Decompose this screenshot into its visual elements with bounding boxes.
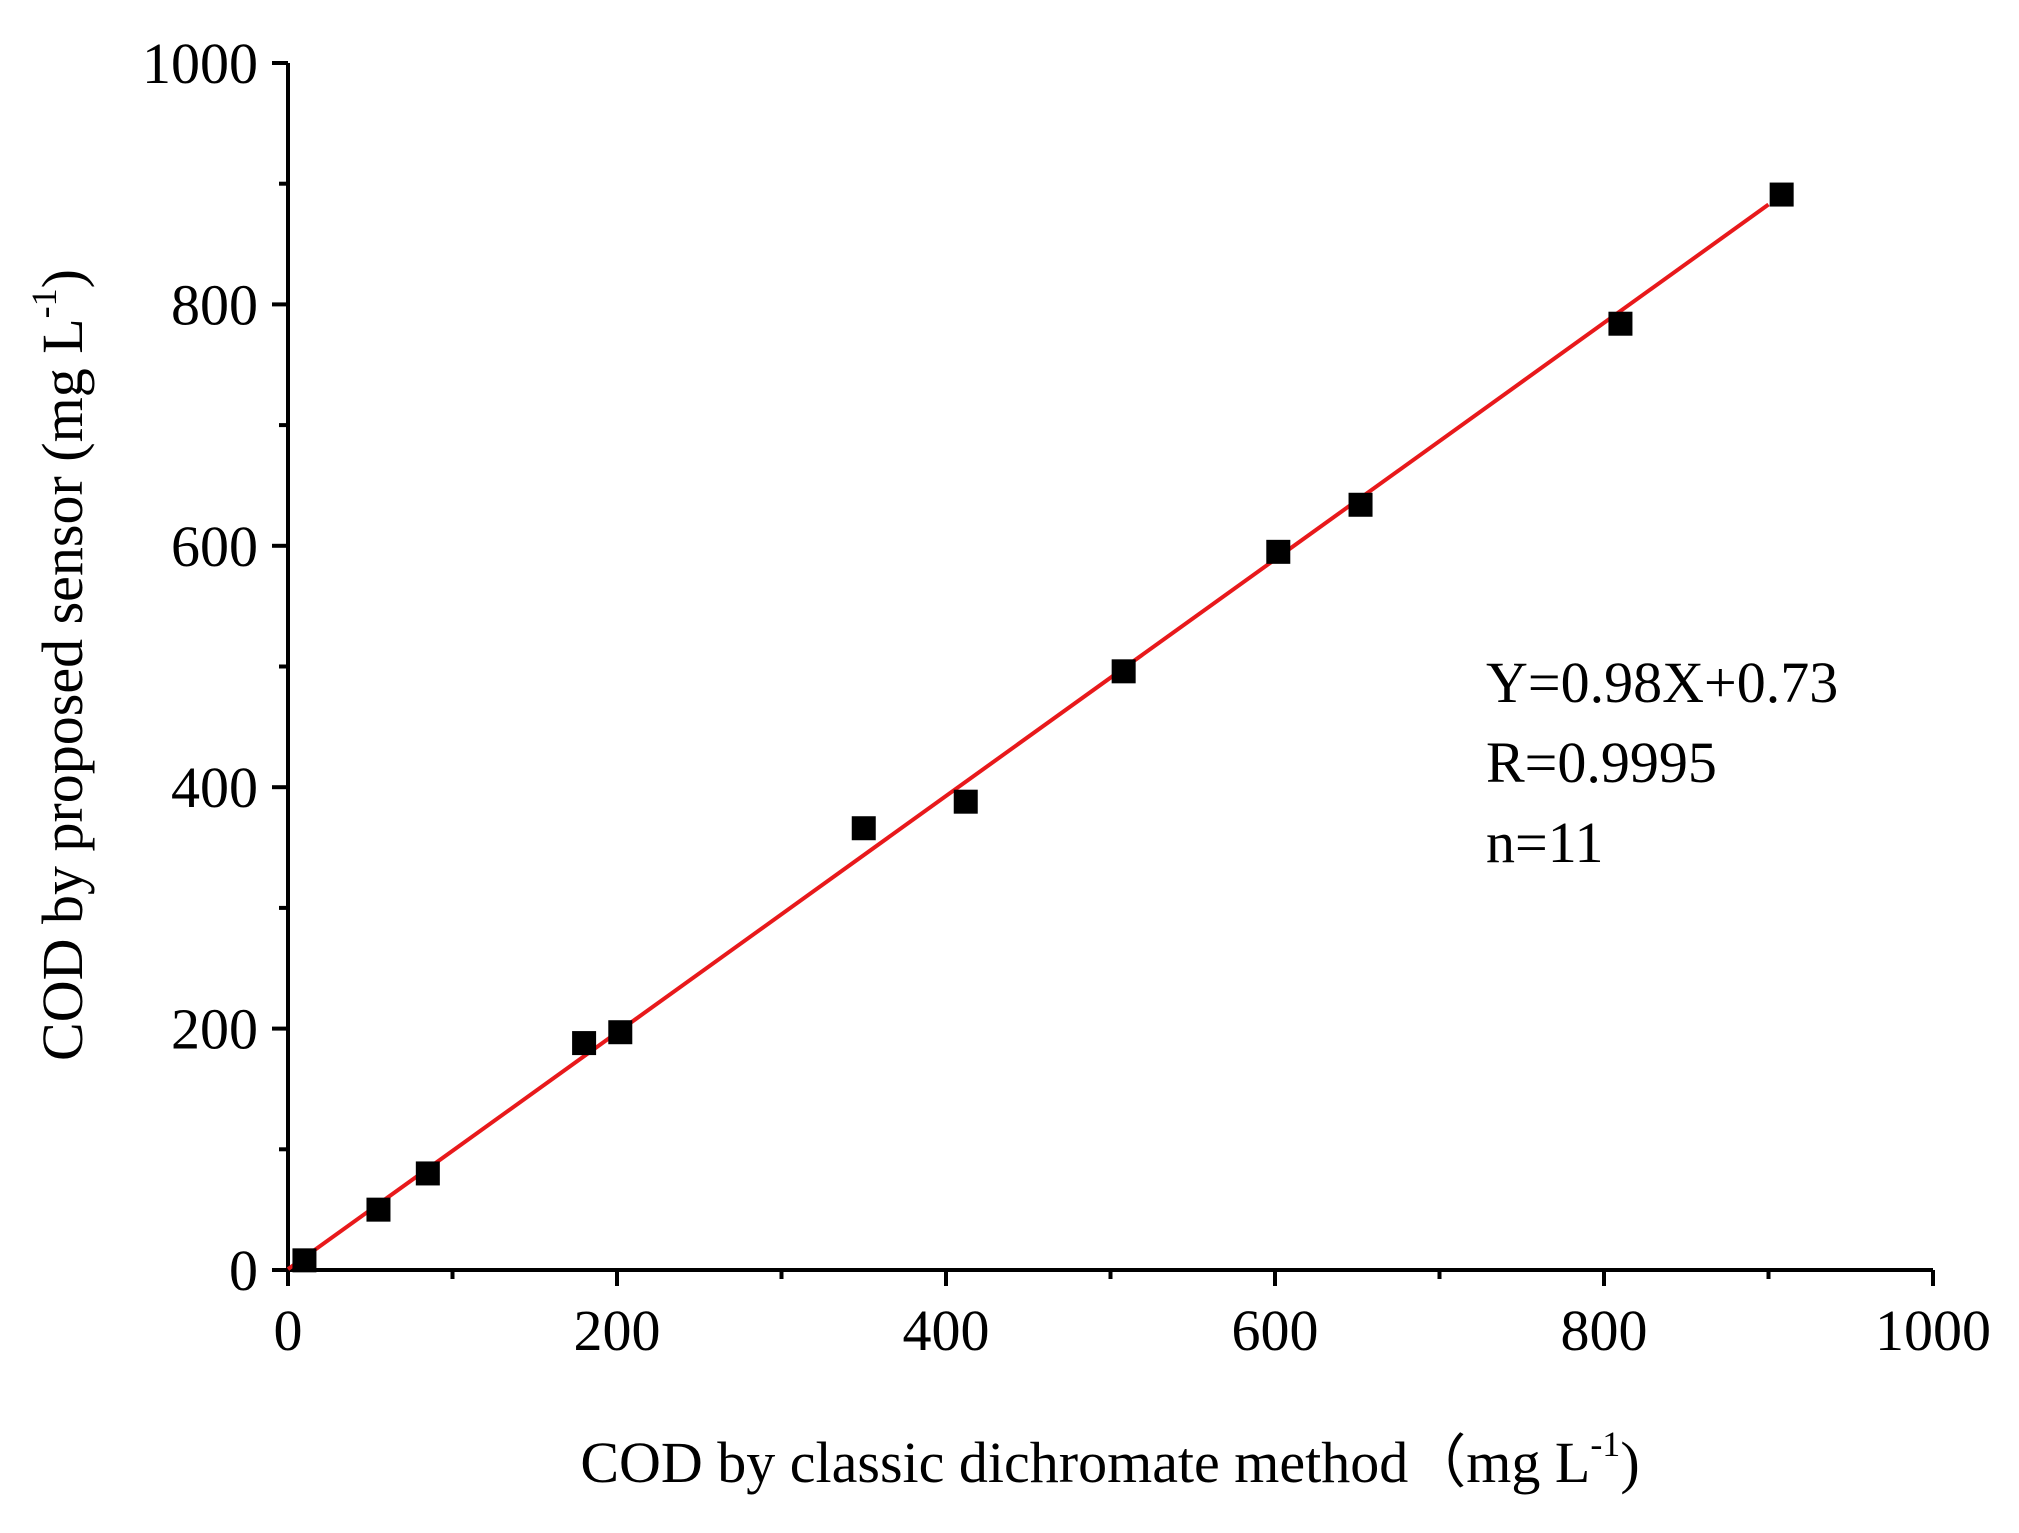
data-point	[608, 1020, 633, 1045]
fit-line-group	[286, 202, 1770, 1271]
r-value-text: R=0.9995	[1486, 730, 1717, 795]
x-tick-label: 400	[903, 1298, 990, 1363]
data-point	[366, 1197, 391, 1222]
ticks	[272, 61, 1935, 1286]
data-point	[1608, 311, 1633, 336]
equation-text: Y=0.98X+0.73	[1486, 650, 1838, 715]
data-point	[1769, 182, 1794, 207]
data-point	[953, 789, 978, 814]
y-tick-label: 0	[229, 1238, 258, 1303]
data-point	[1111, 659, 1136, 684]
x-tick-label: 800	[1561, 1298, 1648, 1363]
data-point	[572, 1031, 597, 1056]
data-point	[415, 1161, 440, 1186]
data-point	[1266, 539, 1291, 564]
data-point	[851, 816, 876, 841]
tick-labels: 0 200 400 600 800 1000 0 200 400 600 800 1000	[142, 31, 1991, 1363]
y-tick-label: 1000	[142, 31, 258, 96]
x-tick-label: 200	[574, 1298, 661, 1363]
y-axis-title: COD by proposed sensor (mg L-1)	[24, 269, 95, 1061]
y-tick-label: 800	[171, 272, 258, 337]
x-tick-label: 0	[274, 1298, 303, 1363]
y-tick-label: 400	[171, 755, 258, 820]
x-tick-label: 600	[1232, 1298, 1319, 1363]
x-tick-label: 1000	[1875, 1298, 1991, 1363]
data-points	[292, 182, 1794, 1273]
x-axis-title: COD by classic dichromate method（mg L-1)	[580, 1424, 1639, 1495]
y-tick-label: 200	[171, 997, 258, 1062]
data-point	[292, 1248, 317, 1273]
fit-annotation: Y=0.98X+0.73 R=0.9995 n=11	[1486, 650, 1838, 875]
fit-line	[286, 202, 1770, 1271]
y-tick-label: 600	[171, 514, 258, 579]
n-value-text: n=11	[1486, 810, 1604, 875]
data-point	[1348, 492, 1373, 517]
